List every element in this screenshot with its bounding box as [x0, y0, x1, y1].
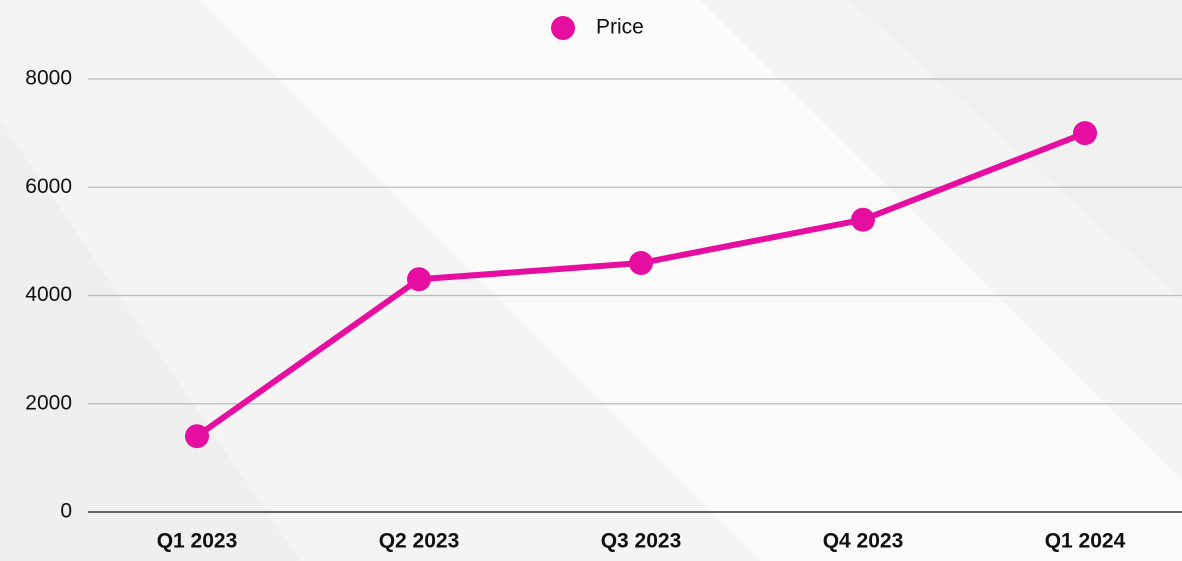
- background-shape: [0, 120, 300, 561]
- background-shape: [850, 0, 1182, 300]
- y-tick-label: 6000: [25, 175, 72, 198]
- legend-swatch: [551, 16, 575, 40]
- point: [1073, 121, 1097, 146]
- point: [185, 424, 209, 449]
- y-tick-label: 8000: [25, 67, 72, 90]
- x-tick-label: Q3 2023: [601, 530, 682, 553]
- point: [407, 267, 431, 292]
- x-tick-label: Q4 2023: [823, 530, 904, 553]
- x-tick-label: Q1 2023: [157, 530, 238, 553]
- legend-label: Price: [596, 16, 644, 39]
- x-tick-label: Q1 2024: [1045, 530, 1126, 553]
- y-tick-label: 2000: [25, 391, 72, 414]
- point: [629, 251, 653, 276]
- point: [851, 207, 875, 232]
- x-tick-label: Q2 2023: [379, 530, 460, 553]
- background-shape: [200, 0, 1182, 561]
- y-tick-label: 4000: [25, 283, 72, 306]
- y-tick-label: 0: [60, 500, 72, 523]
